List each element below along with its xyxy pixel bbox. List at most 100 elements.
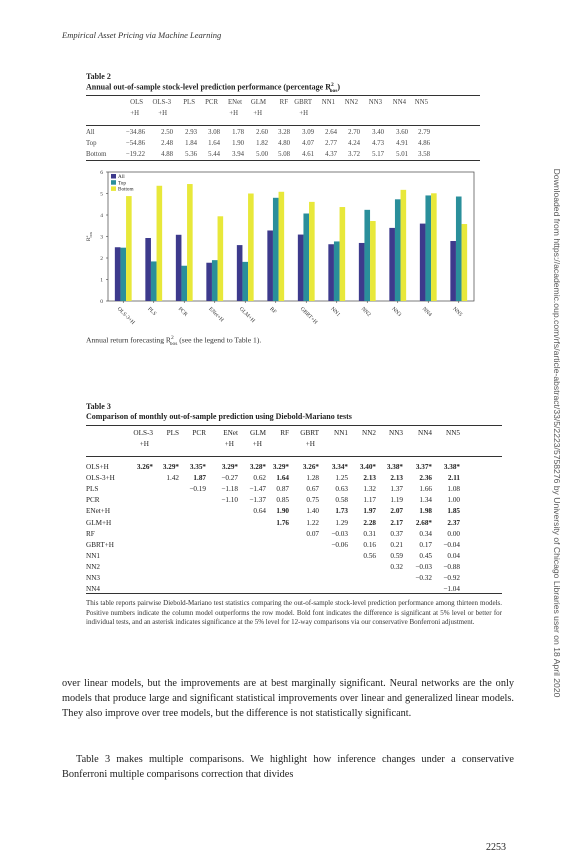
table3-cell: 1.22 bbox=[306, 518, 319, 527]
table3-cell: 0.59 bbox=[390, 551, 403, 560]
table2-cell: 2.50 bbox=[161, 129, 173, 136]
table3-cell: 0.17 bbox=[419, 540, 432, 549]
table3-title: Comparison of monthly out-of-sample pred… bbox=[86, 412, 352, 421]
table3-col-header-sub: +H bbox=[139, 440, 149, 448]
table3-row-label: NN2 bbox=[86, 562, 100, 571]
table2-cell: 4.88 bbox=[161, 151, 173, 158]
bar-top bbox=[211, 260, 218, 301]
table3-col-header-sub: +H bbox=[224, 440, 234, 448]
table3-cell: 1.42 bbox=[166, 474, 179, 483]
table2-col-header-sub: +H bbox=[253, 110, 262, 117]
table3-cell: 1.25 bbox=[335, 474, 348, 483]
table3-cell: 0.16 bbox=[363, 540, 376, 549]
table3-cell: 1.64 bbox=[276, 474, 289, 483]
table3-cell: 0.62 bbox=[253, 474, 266, 483]
table3-cell: 3.26* bbox=[302, 463, 319, 471]
table2-title: Annual out-of-sample stock-level predict… bbox=[86, 82, 341, 95]
table3-cell: 1.00 bbox=[447, 496, 460, 505]
table3-cell: 0.37 bbox=[390, 529, 403, 538]
y-tick-label: 0 bbox=[100, 299, 103, 305]
page-number: 2253 bbox=[486, 842, 506, 853]
x-tick-label: NN4 bbox=[421, 306, 433, 318]
table3-cell: −0.19 bbox=[189, 485, 206, 494]
table2-cell: 2.77 bbox=[325, 140, 337, 147]
table2-col-header: NN5 bbox=[414, 99, 428, 106]
table3-cell: 1.37 bbox=[390, 485, 403, 494]
table2-cell: 4.86 bbox=[418, 140, 430, 147]
bar-bottom bbox=[278, 191, 285, 301]
table2-top-rule bbox=[86, 95, 480, 96]
table2-row-label: Top bbox=[86, 140, 97, 147]
table3-cell: −0.32 bbox=[415, 574, 432, 582]
bar-all bbox=[114, 247, 121, 301]
table3-cell: 3.29* bbox=[272, 463, 289, 471]
table3-col-header: RF bbox=[280, 429, 289, 437]
table3-cell: 0.04 bbox=[447, 551, 460, 560]
table2-col-header: ENet bbox=[228, 99, 242, 106]
table2: OLS +H OLS-3 +H PLS PCR ENet +H GLM +H RF GBRT +H NN1… bbox=[86, 98, 480, 160]
bar-all bbox=[450, 241, 456, 301]
table3-col-header: NN3 bbox=[389, 429, 403, 437]
figure-caption: Annual return forecasting R2oos (see the… bbox=[86, 335, 262, 348]
table2-cell: −19.22 bbox=[125, 151, 145, 158]
bar-top bbox=[394, 199, 401, 301]
table3-top-rule bbox=[86, 425, 502, 426]
table2-cell: 5.44 bbox=[208, 151, 220, 158]
table3-cell: 0.87 bbox=[276, 485, 289, 494]
table3-cell: −0.27 bbox=[221, 474, 238, 483]
bar-top bbox=[364, 209, 371, 301]
table3-col-header: NN5 bbox=[446, 429, 460, 437]
bar-top bbox=[150, 261, 157, 301]
x-tick-label: GBRT+H bbox=[299, 306, 318, 325]
table2-cell: 3.09 bbox=[302, 129, 314, 136]
table2-cell: 2.48 bbox=[161, 140, 173, 147]
table3-header-rule bbox=[86, 456, 502, 457]
table3-cell: 1.08 bbox=[447, 485, 460, 494]
table3-cell: 0.75 bbox=[306, 496, 319, 505]
y-tick-label: 4 bbox=[100, 213, 103, 219]
table3-col-header: OLS-3 bbox=[133, 429, 153, 437]
table2-row-label: Bottom bbox=[86, 151, 107, 158]
table3-col-header: ENet bbox=[223, 429, 238, 437]
bar-all bbox=[206, 262, 212, 301]
table2-col-header-sub: +H bbox=[229, 110, 238, 117]
table3-row-label: OLS-3+H bbox=[86, 474, 115, 483]
table3-row-label: NN3 bbox=[86, 574, 100, 582]
table2-cell: −54.86 bbox=[125, 140, 145, 147]
table2-cell: 4.24 bbox=[348, 140, 360, 147]
table3-note: This table reports pairwise Diebold-Mari… bbox=[86, 599, 502, 627]
table3-row-label: GLM+H bbox=[86, 518, 112, 527]
table2-cell: 1.78 bbox=[232, 129, 244, 136]
table2-col-header: OLS bbox=[130, 99, 143, 106]
table3-col-header: NN4 bbox=[418, 429, 432, 437]
table2-col-header: NN3 bbox=[368, 99, 382, 106]
bar-bottom bbox=[461, 224, 468, 301]
table2-cell: 3.40 bbox=[372, 129, 384, 136]
table3-cell: −0.03 bbox=[415, 562, 432, 571]
table3-cell: 0.34 bbox=[419, 529, 432, 538]
x-tick-label: NN1 bbox=[329, 306, 341, 318]
table3-cell: 0.07 bbox=[306, 529, 319, 538]
table3-cell: 3.38* bbox=[443, 463, 460, 471]
legend-swatch-all bbox=[111, 174, 116, 179]
table3-bottom-rule bbox=[86, 593, 502, 594]
table3-cell: 3.26* bbox=[136, 463, 153, 471]
table3-cell: 3.28* bbox=[249, 463, 266, 471]
table3-row-label: NN1 bbox=[86, 551, 100, 560]
table3-cell: 2.13 bbox=[390, 474, 403, 483]
table3-cell: 2.28 bbox=[363, 518, 376, 527]
table3-cell: 1.17 bbox=[363, 496, 376, 505]
table2-cell: 5.01 bbox=[396, 151, 408, 158]
table3-col-header-sub: +H bbox=[252, 440, 262, 448]
table2-cell: 4.80 bbox=[278, 140, 290, 147]
table2-cell: 4.73 bbox=[372, 140, 384, 147]
bar-top bbox=[303, 213, 310, 301]
table3-cell: −1.37 bbox=[249, 496, 266, 505]
table3-cell: 1.87 bbox=[193, 474, 206, 483]
bar-all bbox=[297, 234, 304, 301]
table3-row-label: GBRT+H bbox=[86, 540, 114, 549]
bar-all bbox=[175, 234, 182, 301]
table2-cell: 3.72 bbox=[348, 151, 360, 158]
table2-label: Table 2 bbox=[86, 72, 111, 81]
table3-cell: 0.31 bbox=[363, 529, 376, 538]
